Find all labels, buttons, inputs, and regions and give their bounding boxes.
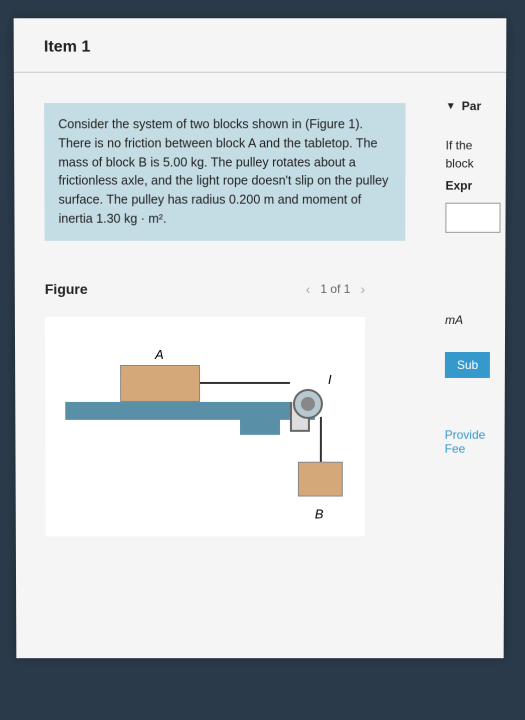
block-a-label: A [155,346,164,361]
table-surface [65,401,315,419]
part-header[interactable]: ▼ Par [446,99,506,113]
side-panel: ▼ Par If the block Expr mA Sub Provide F… [445,99,506,456]
block-b-label: B [315,506,324,521]
rope-vertical [320,416,322,461]
figure-label: Figure [45,280,88,296]
question-line-1: If the [446,138,506,152]
part-label: Par [462,99,481,113]
problem-statement: Consider the system of two blocks shown … [44,103,405,240]
express-label: Expr [445,179,505,193]
block-a [120,364,200,401]
figure-section: Figure ‹ 1 of 1 › A I B [45,280,475,535]
page-container: Item 1 Consider the system of two blocks… [14,18,507,658]
figure-canvas: A I B [45,316,365,535]
question-line-2: block [446,156,506,170]
figure-nav: ‹ 1 of 1 › [306,280,365,296]
prev-arrow-icon[interactable]: ‹ [306,280,311,296]
item-header: Item 1 [14,18,507,73]
answer-input[interactable] [445,203,500,233]
next-arrow-icon[interactable]: › [360,280,365,296]
provide-feedback-link[interactable]: Provide Fee [445,428,505,456]
pulley-label: I [328,371,332,386]
block-b [298,461,343,496]
pulley-axle [301,396,315,410]
table-leg [240,419,280,434]
variable-label: mA [445,313,505,327]
submit-button[interactable]: Sub [445,352,490,378]
rope-horizontal [200,381,290,383]
figure-header: Figure ‹ 1 of 1 › [45,280,365,296]
figure-counter: 1 of 1 [320,281,350,295]
chevron-down-icon: ▼ [446,101,456,112]
